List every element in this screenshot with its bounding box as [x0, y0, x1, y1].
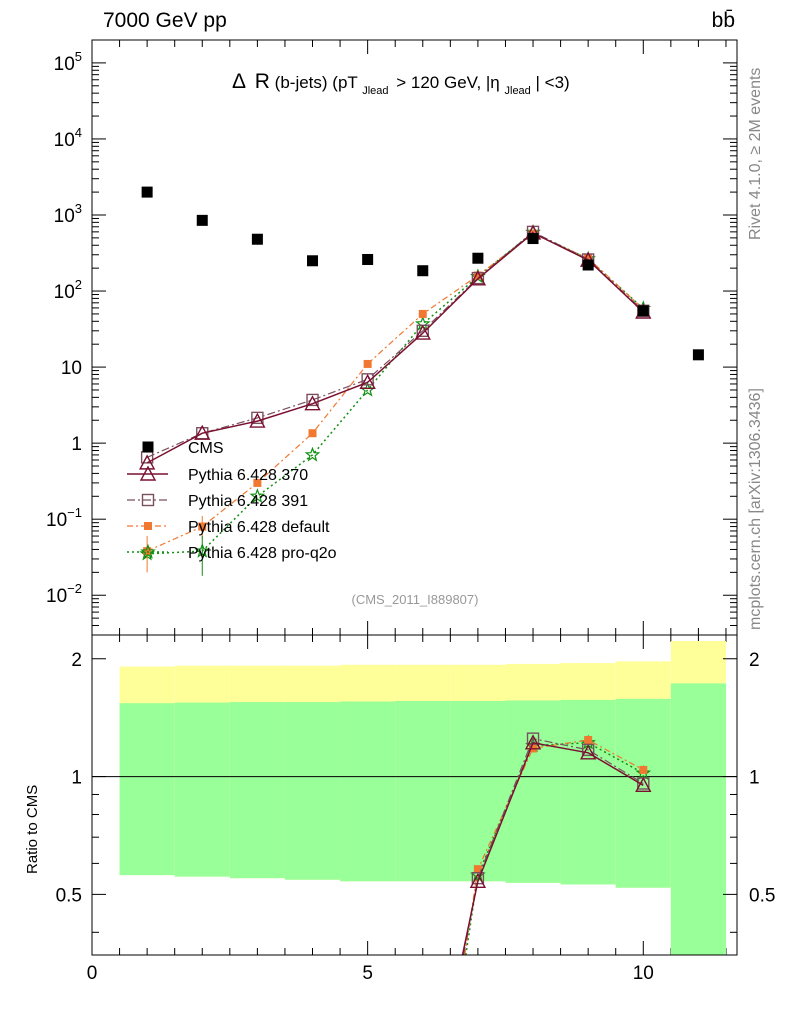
ratio-ytick-label-right: 1 [749, 768, 760, 789]
cms-point [362, 253, 374, 265]
main-ytick-label: 104 [54, 125, 82, 151]
legend-marker [139, 465, 157, 481]
header-right: bb̄ [712, 9, 735, 32]
ratio-ytick-label-left: 2 [71, 650, 82, 671]
ratio-band-inner [119, 703, 175, 876]
series-point-1 [194, 424, 211, 440]
x-axis: 0 5 10 [87, 963, 654, 984]
cms-point [251, 233, 263, 245]
ratio-ytick-label-right: 2 [749, 650, 760, 671]
ratio-point-3 [639, 765, 648, 774]
series-point-1 [359, 373, 376, 390]
ratio-point-1 [469, 872, 487, 888]
series-point-1 [469, 270, 487, 286]
series-point-1 [304, 395, 321, 411]
title-sub1: Jlead [362, 85, 388, 97]
series-point-2 [251, 411, 264, 425]
analysis-id: (CMS_2011_I889807) [352, 592, 479, 607]
series-line-2 [146, 231, 644, 458]
title-sub2: Jlead [505, 85, 531, 97]
cms-point [692, 349, 704, 361]
main-ytick-label: 10 [61, 358, 82, 379]
ratio-band-inner [284, 702, 341, 880]
series-point-4 [304, 446, 321, 462]
cms-point [141, 186, 153, 198]
ratio-point-3 [473, 865, 482, 874]
legend-marker [142, 441, 154, 453]
ratio-point-1 [635, 776, 652, 792]
mcplots-label: mcplots.cern.ch [arXiv:1306.3436] [747, 388, 764, 630]
series-point-3 [418, 309, 427, 318]
main-ytick-label: 105 [54, 49, 82, 75]
ratio-point-4 [635, 764, 652, 780]
ratio-point-1 [579, 744, 597, 760]
ratio-ytick-label-left: 0.5 [56, 885, 82, 906]
ratio-band-inner [560, 699, 616, 885]
cms-point [527, 233, 539, 245]
cms-point [637, 305, 649, 317]
ratio-band-inner [340, 701, 396, 882]
series-point-3 [584, 254, 593, 263]
legend-marker [141, 493, 155, 507]
legend: CMS Pythia 6.428 370 Pythia 6.428 391 Pythi… [127, 440, 337, 562]
main-ytick-label: 103 [54, 201, 82, 227]
series-point-2 [361, 373, 374, 386]
cms-point [307, 255, 319, 267]
cms-point [417, 265, 429, 277]
series-point-3 [308, 429, 317, 438]
series-point-3 [473, 271, 482, 280]
ratio-ylabel: Ratio to CMS [24, 785, 41, 874]
ratio-point-3 [584, 736, 593, 745]
ratio-band-inner [670, 683, 726, 955]
ratio-band-inner [505, 700, 561, 883]
legend-label: Pythia 6.428 default [188, 519, 330, 536]
main-ytick-label: 10−2 [46, 581, 82, 607]
ratio-band-inner [229, 702, 285, 879]
cms-point [472, 252, 484, 264]
main-ytick-label: 1 [71, 434, 82, 455]
ratio-band-inner [395, 700, 451, 882]
legend-label: Pythia 6.428 pro-q2o [188, 545, 337, 562]
header-left: 7000 GeV pp [103, 9, 227, 32]
legend-label: CMS [188, 440, 224, 457]
cms-point [582, 259, 594, 271]
title-tail: | <3) [536, 73, 570, 92]
series-point-3 [363, 359, 372, 368]
xtick-label: 0 [87, 963, 98, 984]
title-delta: Δ [232, 70, 246, 93]
legend-label: Pythia 6.428 391 [188, 493, 308, 510]
main-ytick-label: 10−1 [46, 505, 82, 531]
title-r: R [255, 70, 270, 93]
ratio-panel: 2 2 1 1 0.5 0.5 [56, 641, 775, 956]
legend-marker [144, 522, 152, 530]
xtick-label: 10 [633, 963, 654, 984]
ratio-point-1 [524, 734, 542, 750]
series-point-3 [253, 478, 262, 487]
plot-title: Δ R (b-jets) (pT Jlead > 120 GeV, |η Jle… [232, 70, 570, 98]
series-line-1 [146, 232, 644, 464]
title-bjets: (b-jets) (pT [275, 73, 358, 92]
ratio-ytick-label-right: 0.5 [749, 885, 775, 906]
ratio-ytick-label-left: 1 [71, 768, 82, 789]
legend-marker [140, 543, 156, 559]
main-ytick-label: 102 [54, 277, 82, 303]
legend-label: Pythia 6.428 370 [188, 467, 308, 484]
title-gt: > 120 GeV, |η [396, 73, 500, 92]
ratio-band-inner [450, 700, 506, 882]
series-point-1 [249, 412, 266, 428]
ratio-band-inner [615, 698, 671, 888]
rivet-label: Rivet 4.1.0, ≥ 2M events [747, 68, 764, 240]
series-point-4 [249, 488, 266, 504]
series-point-1 [414, 324, 431, 340]
xtick-label: 5 [362, 963, 373, 984]
ratio-frame [91, 634, 738, 956]
series-point-2 [306, 393, 319, 407]
cms-point [196, 214, 208, 226]
ratio-line-1 [461, 741, 644, 956]
ratio-band-inner [174, 702, 230, 877]
